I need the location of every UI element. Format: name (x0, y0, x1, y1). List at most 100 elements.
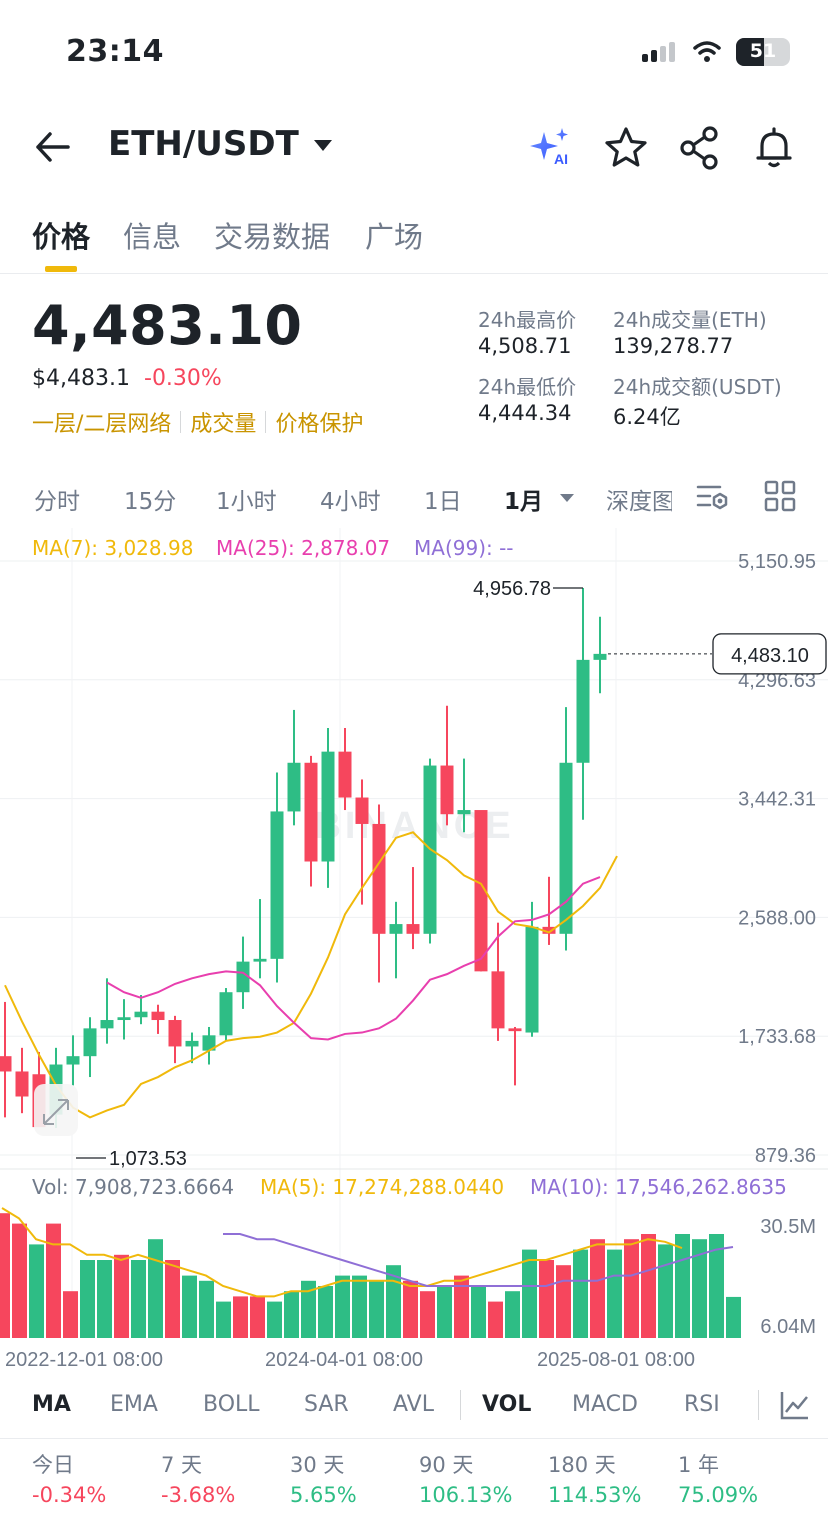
bell-icon[interactable] (750, 124, 798, 172)
volume-bar (403, 1280, 418, 1338)
indicator-vol[interactable]: VOL (482, 1392, 532, 1417)
interval-1h[interactable]: 1小时 (216, 489, 277, 515)
volume-bar (658, 1244, 673, 1338)
interval-caret-icon[interactable] (558, 492, 576, 504)
caret-down-icon[interactable] (310, 132, 336, 158)
ai-sparkle-icon[interactable]: AI (528, 124, 576, 172)
ma7-legend: MA(7): 3,028.98 (32, 536, 194, 560)
volume-bar (539, 1260, 554, 1338)
candle-body (508, 1028, 522, 1032)
perf-label: 1 年 (678, 1453, 720, 1477)
chart-settings-icon[interactable] (694, 478, 730, 514)
candle-body (202, 1035, 216, 1051)
volume-bar (573, 1249, 588, 1338)
perf-label: 180 天 (548, 1453, 616, 1477)
candle-body (355, 797, 369, 824)
volume-bar (352, 1275, 367, 1338)
volume-ma10-legend: MA(10): 17,546,262.8635 (530, 1175, 787, 1199)
candle-body (83, 1028, 97, 1057)
perf-today: 今日 -0.34% (32, 1449, 106, 1507)
volume-bar (233, 1296, 248, 1338)
perf-value: 5.65% (290, 1483, 357, 1507)
tag-layer-network[interactable]: 一层/二层网络 (32, 412, 172, 437)
battery-fill (736, 38, 764, 66)
pair-selector[interactable]: ETH/USDT (108, 124, 299, 164)
favorite-star-icon[interactable] (602, 124, 650, 172)
candle-body (304, 762, 318, 862)
indicator-boll[interactable]: BOLL (203, 1392, 260, 1417)
usd-price: $4,483.1 (32, 366, 130, 391)
perf-value: 75.09% (678, 1483, 759, 1507)
tab-price[interactable]: 价格 (32, 220, 91, 254)
interval-depth[interactable]: 深度图 (606, 489, 672, 515)
candle-body (236, 961, 250, 993)
zoom-icon (34, 1084, 78, 1136)
interval-1d[interactable]: 1日 (424, 489, 462, 515)
interval-timeline[interactable]: 分时 (34, 489, 80, 515)
indicator-macd[interactable]: MACD (572, 1392, 638, 1417)
candlestick-chart[interactable]: 5,150.95 4,296.63 3,442.31 2,588.00 1,733.68… (0, 528, 828, 1378)
tab-square[interactable]: 广场 (365, 220, 424, 254)
x-tick-label: 2025-08-01 08:00 (537, 1349, 695, 1371)
indicator-avl[interactable]: AVL (393, 1392, 434, 1417)
ma99-legend: MA(99): -- (414, 536, 514, 560)
x-tick-label: 2022-12-01 08:00 (5, 1349, 163, 1371)
volume-y-label: 6.04M (760, 1316, 816, 1338)
indicator-settings-icon[interactable] (778, 1388, 812, 1422)
tab-trading-data[interactable]: 交易数据 (214, 220, 331, 254)
candle-body (525, 926, 539, 1033)
indicator-sar[interactable]: SAR (304, 1392, 349, 1417)
perf-label: 90 天 (419, 1453, 474, 1477)
volume-bar (301, 1280, 316, 1338)
tab-info[interactable]: 信息 (123, 220, 182, 254)
interval-4h[interactable]: 4小时 (320, 489, 381, 515)
share-icon[interactable] (676, 124, 724, 172)
interval-15m[interactable]: 15分 (124, 489, 177, 515)
perf-180d: 180 天 114.53% (548, 1449, 641, 1507)
indicator-rsi[interactable]: RSI (684, 1392, 720, 1417)
indicator-bar: MA EMA BOLL SAR AVL VOL MACD RSI (0, 1386, 828, 1426)
tag-volume[interactable]: 成交量 (190, 412, 257, 437)
volume-bar (97, 1260, 112, 1338)
candle-body (559, 762, 573, 934)
nav-bar: ETH/USDT AI (0, 110, 828, 186)
tab-indicator (45, 266, 77, 272)
volume-bar (182, 1275, 197, 1338)
perf-label: 30 天 (290, 1453, 345, 1477)
volume-bar (46, 1223, 61, 1338)
candle-body (219, 992, 233, 1036)
volume-bar (250, 1296, 265, 1338)
layout-grid-icon[interactable] (762, 478, 798, 514)
volume-bar (488, 1301, 503, 1338)
volume-bar (556, 1265, 571, 1338)
indicator-divider (460, 1390, 461, 1420)
volume-bar (675, 1234, 690, 1338)
interval-1mo[interactable]: 1月 (504, 489, 544, 515)
y-tick-label: 1,733.68 (738, 1026, 816, 1048)
volume-bar (335, 1275, 350, 1338)
candle-body (151, 1011, 165, 1021)
volume-bar (165, 1260, 180, 1338)
back-arrow-icon[interactable] (30, 124, 76, 170)
tag-price-protection[interactable]: 价格保护 (275, 412, 364, 437)
candle-body (372, 823, 386, 934)
performance-row: 今日 -0.34% 7 天 -3.68% 30 天 5.65% 90 天 106… (0, 1438, 828, 1518)
stat-vol-eth-label: 24h成交量(ETH) (613, 308, 767, 332)
tag-divider (265, 411, 267, 433)
low-marker-label: 1,073.53 (109, 1148, 187, 1170)
status-time: 23:14 (66, 34, 164, 69)
indicator-ema[interactable]: EMA (110, 1392, 158, 1417)
volume-bar (284, 1291, 299, 1338)
perf-90d: 90 天 106.13% (419, 1449, 512, 1507)
candle-body (185, 1040, 199, 1047)
candle-body (134, 1011, 148, 1018)
ma25-line (106, 876, 601, 1041)
page-tabs: 价格 信息 交易数据 广场 (0, 206, 828, 274)
y-tick-label: 4,296.63 (738, 670, 816, 692)
volume-bar (624, 1239, 639, 1338)
tag-divider (180, 411, 182, 433)
candle-body (576, 659, 590, 763)
status-icons: 51 (642, 36, 790, 68)
perf-value: -0.34% (32, 1483, 107, 1507)
indicator-ma[interactable]: MA (32, 1392, 71, 1417)
